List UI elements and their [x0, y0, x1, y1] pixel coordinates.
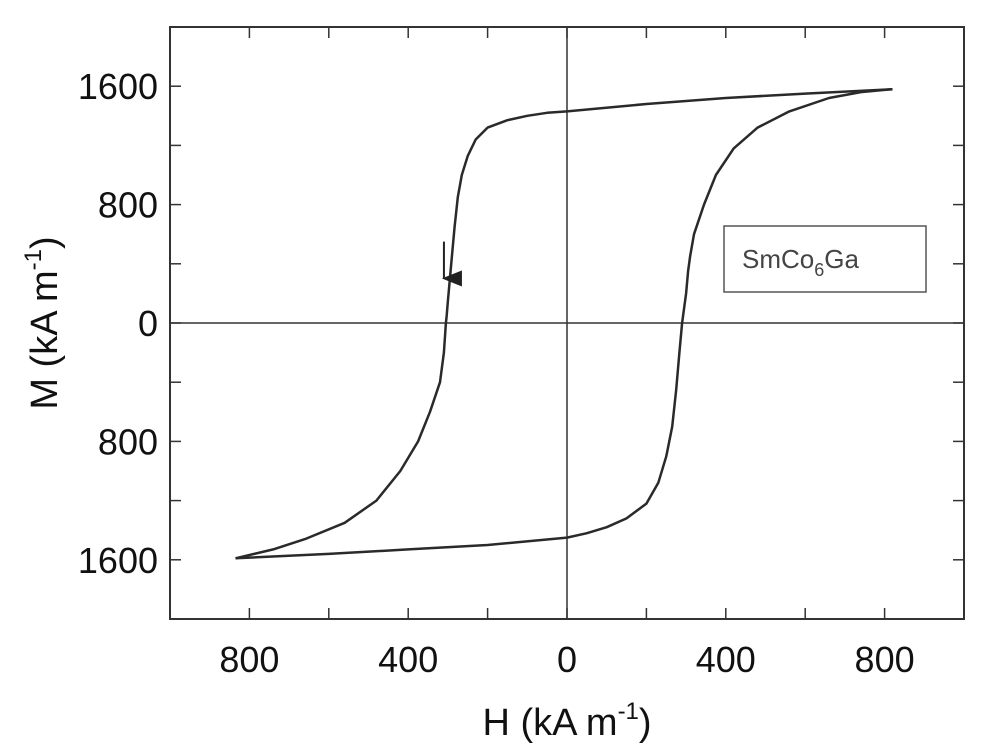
- y-tick-label-1: 800: [98, 185, 158, 226]
- legend-label-base: SmCo: [742, 244, 814, 274]
- series-descending-branch: [235, 87, 893, 560]
- x-tick-label-1: 400: [378, 639, 438, 680]
- x-tick-label-4: 800: [855, 639, 915, 680]
- hysteresis-curves: [235, 87, 893, 560]
- y-axis-title-sup: -1: [20, 249, 47, 270]
- legend-box: SmCo6Ga: [723, 225, 927, 293]
- y-tick-label-4: 1600: [78, 540, 158, 581]
- y-axis-title-base: M (kA m: [24, 270, 66, 409]
- zero-axis-lines: [170, 27, 964, 619]
- legend-label-rest: Ga: [824, 244, 859, 274]
- y-tick-label-3: 800: [98, 421, 158, 462]
- legend-label-sub: 6: [814, 260, 824, 280]
- x-axis-title-base: H (kA m: [482, 702, 617, 744]
- y-axis-title: M (kA m-1): [20, 236, 66, 409]
- x-tick-label-3: 400: [696, 639, 756, 680]
- x-axis-title-close: ): [639, 702, 652, 744]
- x-tick-labels: 800 400 0 400 800: [219, 639, 914, 680]
- legend-frame: [723, 225, 927, 293]
- series-ascending-branch: [235, 87, 893, 560]
- y-tick-label-0: 1600: [78, 66, 158, 107]
- x-tick-label-0: 800: [219, 639, 279, 680]
- x-axis-title: H (kA m-1): [482, 698, 651, 744]
- y-tick-label-2: 0: [138, 303, 158, 344]
- y-axis-title-close: ): [24, 236, 66, 249]
- legend-label: SmCo6Ga: [742, 244, 859, 280]
- x-tick-label-2: 0: [557, 639, 577, 680]
- x-axis-title-sup: -1: [618, 698, 639, 725]
- y-tick-labels: 1600 800 0 800 1600: [78, 66, 158, 581]
